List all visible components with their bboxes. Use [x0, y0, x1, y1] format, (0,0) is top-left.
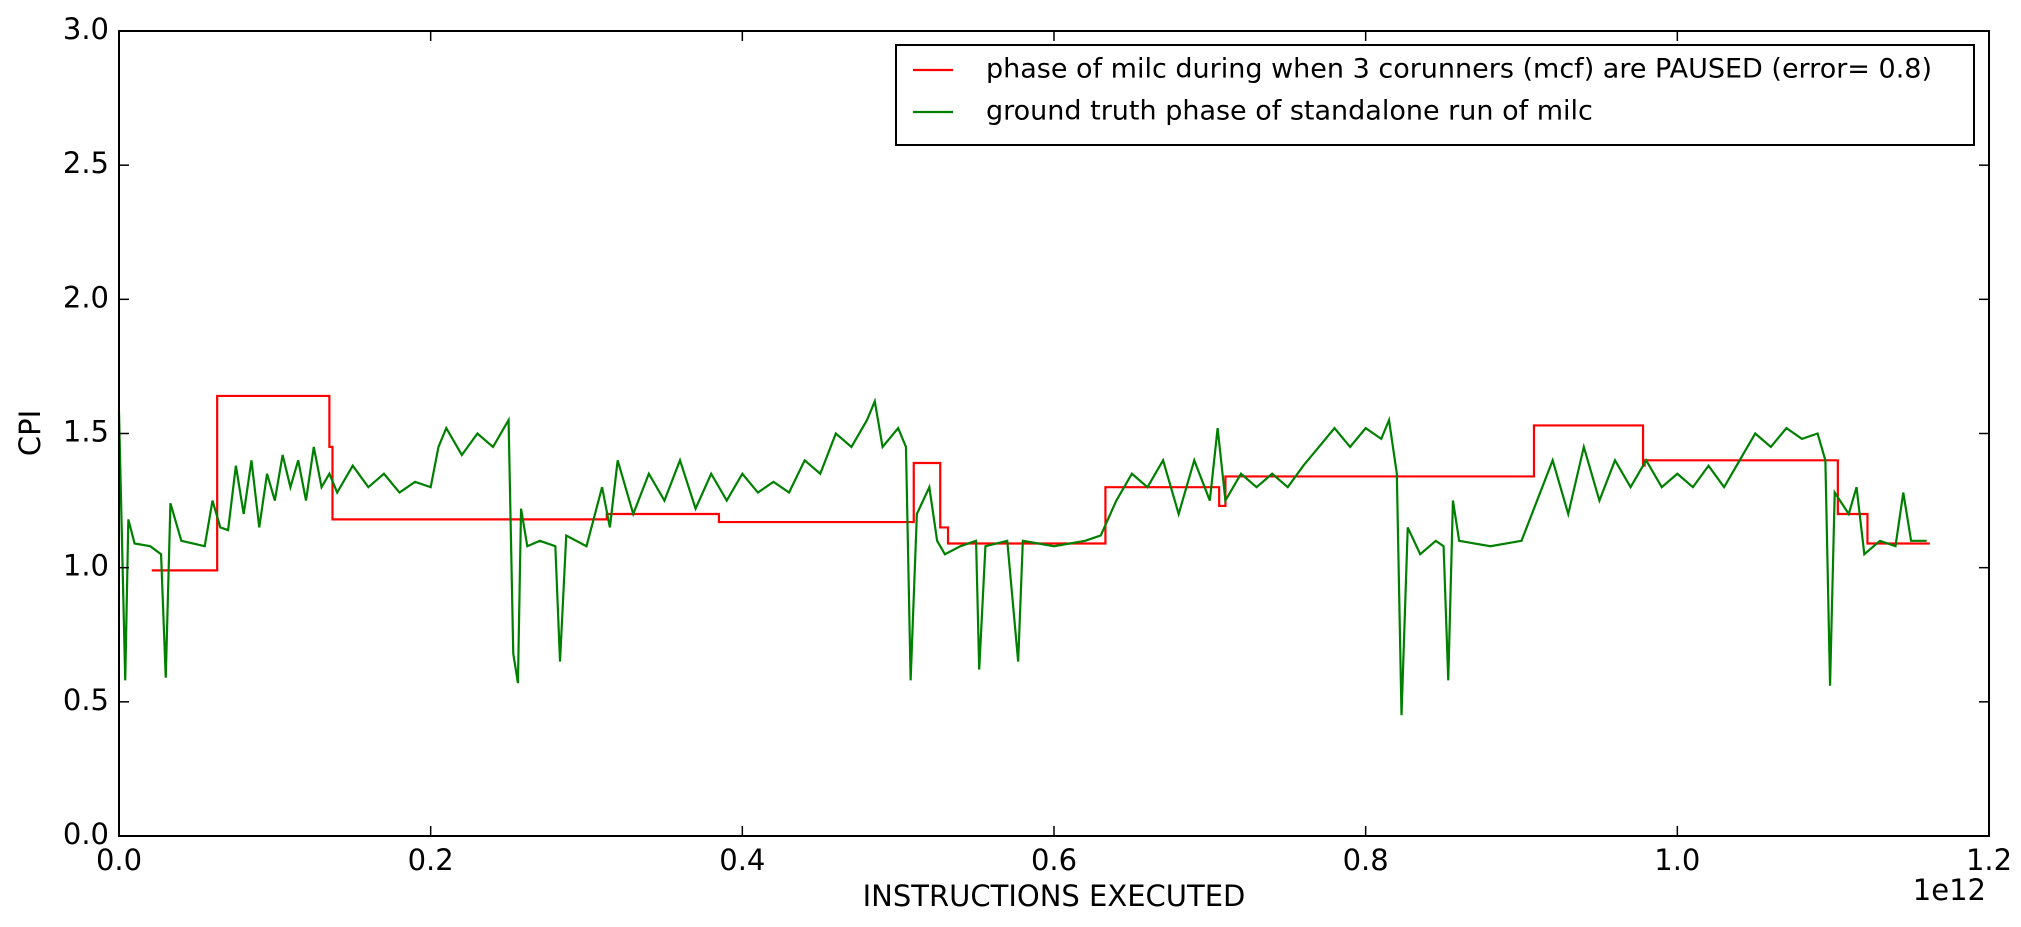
y-tick-label: 1.0	[63, 549, 109, 583]
x-tick-label: 0.2	[408, 843, 454, 877]
series-line	[117, 397, 1927, 716]
y-tick-label: 2.5	[63, 146, 109, 180]
legend-label: ground truth phase of standalone run of …	[986, 96, 1593, 127]
y-tick-label: 3.0	[63, 12, 109, 46]
y-tick-label: 2.0	[63, 280, 109, 314]
y-tick-label: 0.0	[63, 817, 109, 851]
x-offset-label: 1e12	[1913, 873, 1986, 907]
x-tick-label: 0.0	[96, 843, 142, 877]
x-tick-label: 0.4	[719, 843, 765, 877]
x-tick-label: 0.8	[1343, 843, 1389, 877]
x-tick-label: 1.0	[1654, 843, 1700, 877]
y-tick-label: 1.5	[63, 415, 109, 449]
legend: phase of milc during when 3 corunners (m…	[895, 44, 1975, 146]
y-tick-label: 0.5	[63, 683, 109, 717]
legend-box	[895, 44, 1975, 146]
x-axis-label: INSTRUCTIONS EXECUTED	[863, 879, 1246, 913]
y-axis-label: CPI	[13, 410, 47, 456]
legend-label: phase of milc during when 3 corunners (m…	[986, 54, 1932, 85]
x-tick-label: 1.2	[1966, 843, 2012, 877]
x-tick-label: 0.6	[1031, 843, 1077, 877]
